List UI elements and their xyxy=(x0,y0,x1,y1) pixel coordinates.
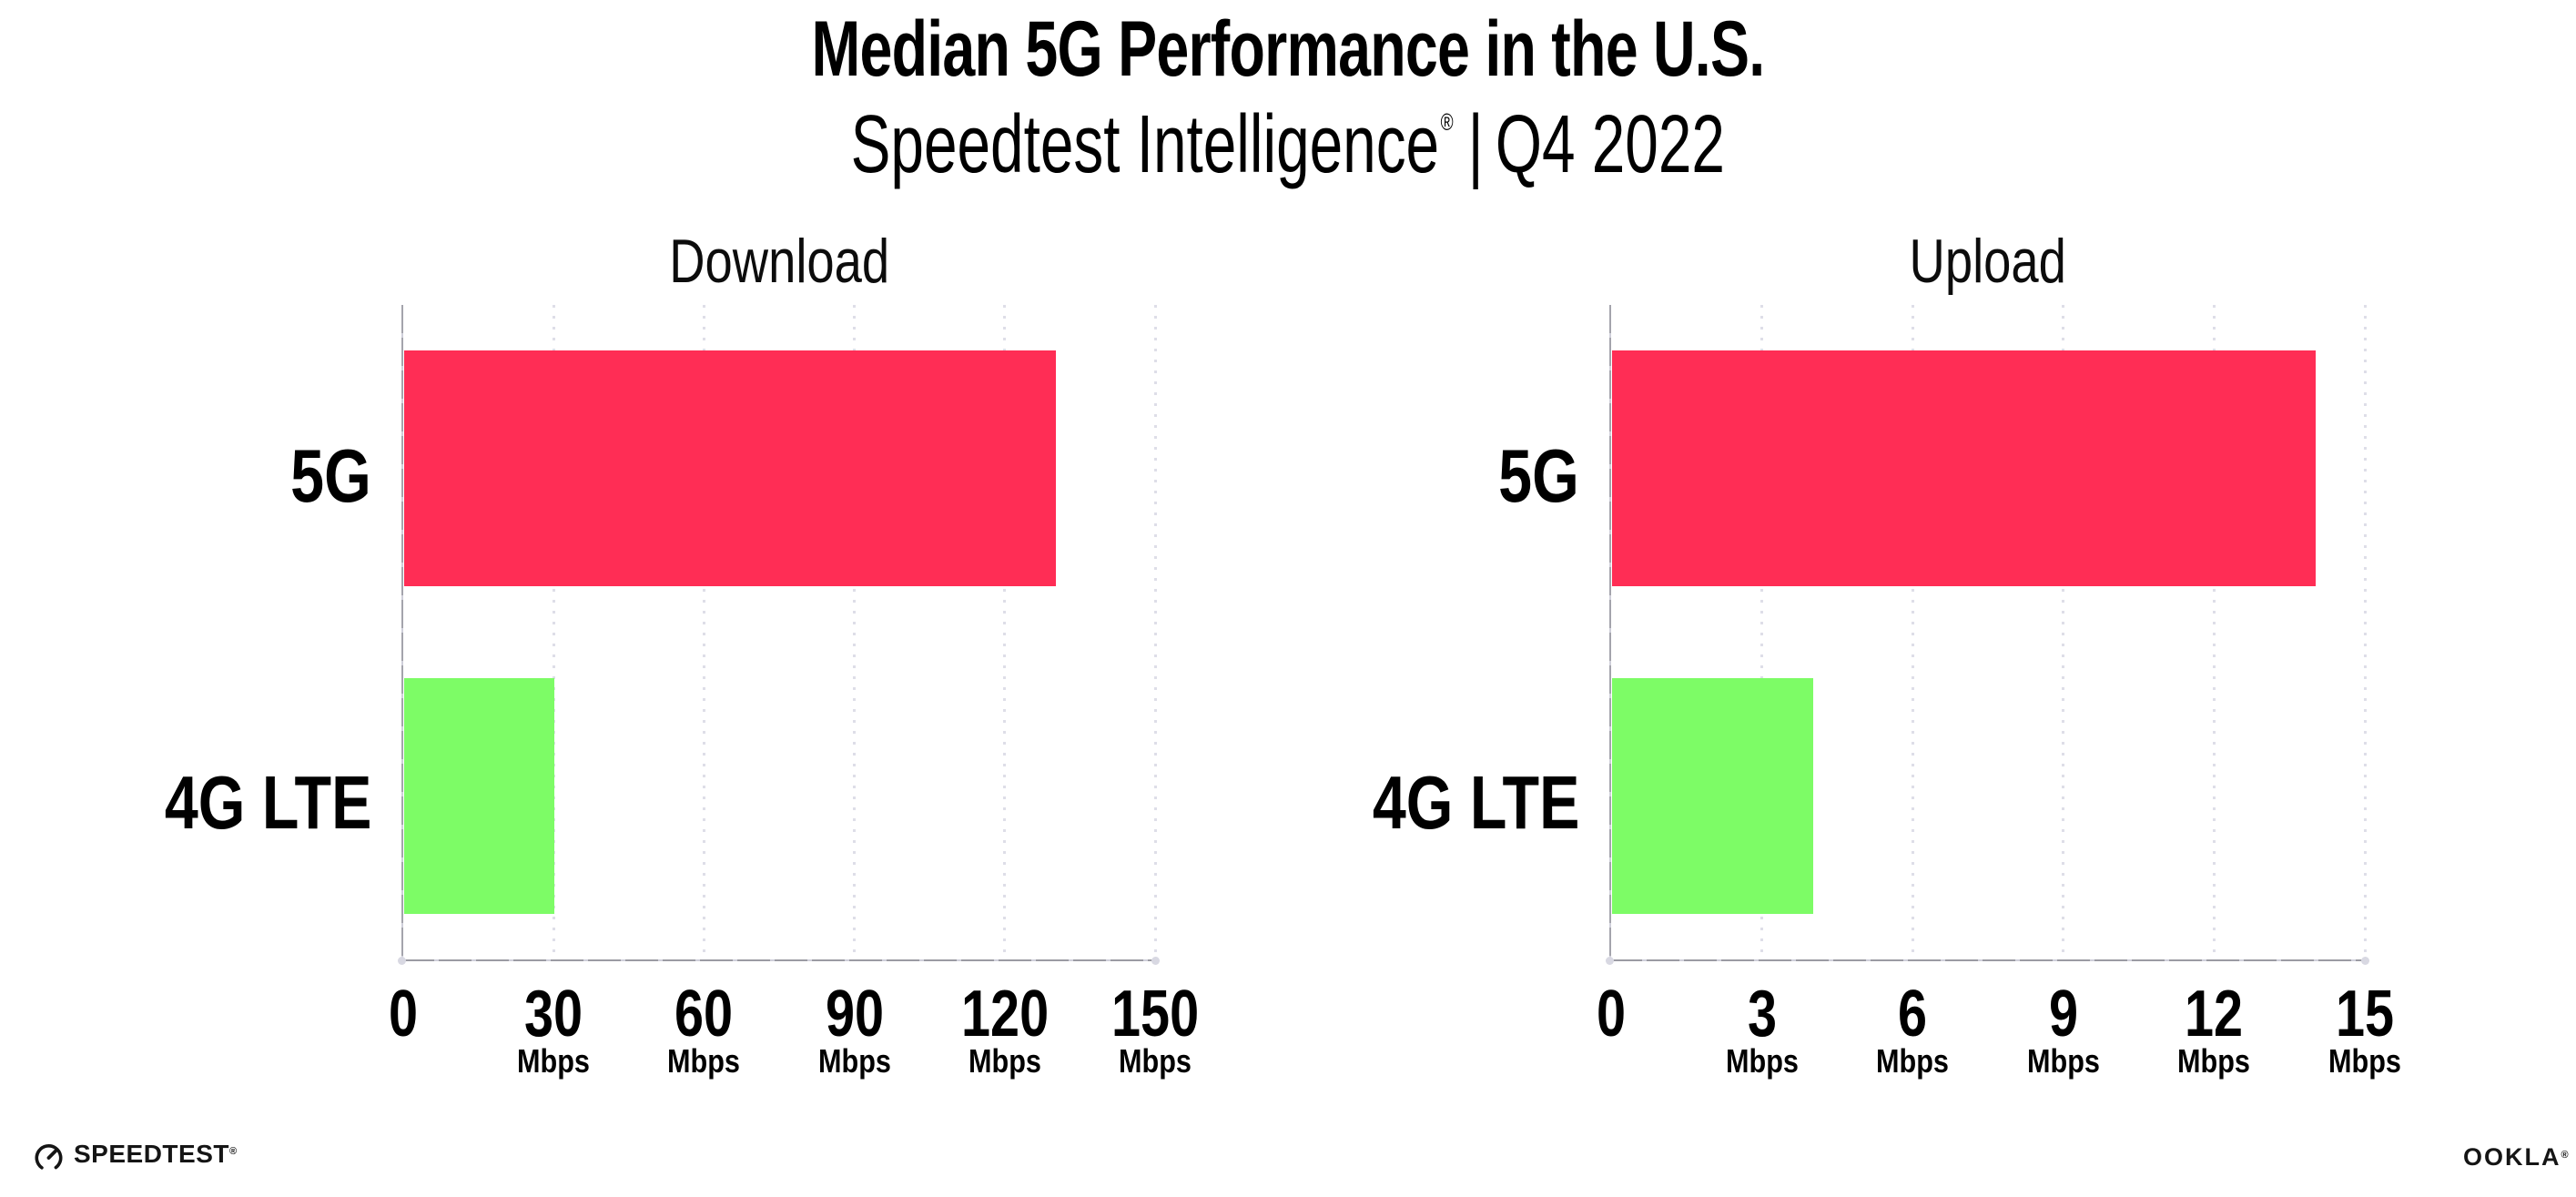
x-tick-unit: Mbps xyxy=(817,1042,891,1080)
gridline xyxy=(1911,305,1914,959)
bar-4g-lte xyxy=(404,677,555,914)
registered-trademark-icon: ® xyxy=(1440,108,1454,136)
y-axis-line xyxy=(1609,305,1611,961)
gridline xyxy=(702,305,705,959)
x-tick-label: 120 xyxy=(960,978,1049,1050)
category-label: 5G xyxy=(290,432,371,518)
bar-5g xyxy=(1612,350,2316,587)
x-tick-label: 60 xyxy=(674,978,734,1050)
bar-5g xyxy=(404,350,1056,587)
gridline xyxy=(2062,305,2065,959)
x-tick-label: 150 xyxy=(1111,978,1200,1050)
x-tick-label: 15 xyxy=(2335,978,2395,1050)
upload-plot-area: 0 3 Mbps 6 Mbps 9 Mbps 12 Mbps 15 Mbps 5G 4G LTE xyxy=(1372,305,2401,1078)
download-plot-area: 0 30 Mbps 60 Mbps 90 Mbps 120 Mbps 150 Mbps 5G 4G LT… xyxy=(164,305,1199,1078)
speedtest-logo: SPEEDTEST® xyxy=(32,1139,238,1175)
gridline xyxy=(552,305,555,959)
x-tick-label: 30 xyxy=(524,978,583,1050)
x-tick-label: 3 xyxy=(1747,978,1777,1050)
bar-4g-lte xyxy=(1612,677,1813,914)
x-tick-unit: Mbps xyxy=(1725,1042,1799,1080)
gridline xyxy=(2212,305,2216,959)
x-axis-line xyxy=(401,959,1155,961)
registered-trademark-icon: ® xyxy=(228,1146,238,1157)
y-axis-line xyxy=(401,305,403,961)
registered-trademark-icon: ® xyxy=(2561,1150,2569,1161)
download-chart-title: Download xyxy=(669,227,889,296)
ookla-logo-text: OOKLA xyxy=(2463,1143,2561,1171)
x-tick-unit: Mbps xyxy=(968,1042,1041,1080)
gridline xyxy=(1760,305,1764,959)
x-tick-unit: Mbps xyxy=(2328,1042,2401,1080)
x-tick-unit: Mbps xyxy=(667,1042,741,1080)
x-tick-label: 0 xyxy=(388,978,419,1050)
category-label: 4G LTE xyxy=(164,760,371,846)
gridline xyxy=(1003,305,1007,959)
x-tick-unit: Mbps xyxy=(517,1042,591,1080)
ookla-logo: OOKLA® xyxy=(2463,1143,2569,1176)
gridline xyxy=(853,305,857,959)
category-label: 5G xyxy=(1498,432,1579,518)
x-tick-label: 0 xyxy=(1596,978,1627,1050)
x-tick-label: 90 xyxy=(825,978,884,1050)
x-tick-unit: Mbps xyxy=(2026,1042,2100,1080)
gridline xyxy=(2363,305,2367,959)
x-tick-unit: Mbps xyxy=(1119,1042,1192,1080)
axis-end-dot xyxy=(1151,957,1160,965)
axis-end-dot xyxy=(2361,957,2369,965)
upload-chart-title: Upload xyxy=(1909,227,2067,296)
x-tick-label: 6 xyxy=(1898,978,1928,1050)
x-tick-unit: Mbps xyxy=(2177,1042,2251,1080)
speedtest-gauge-icon xyxy=(35,1143,63,1172)
gridline xyxy=(1153,305,1157,959)
subtitle-brand: Speedtest Intelligence xyxy=(850,99,1440,190)
x-tick-label: 9 xyxy=(2048,978,2078,1050)
subtitle-period: Q4 2022 xyxy=(1496,99,1726,190)
axis-corner-dot xyxy=(1606,957,1614,965)
page-title: Median 5G Performance in the U.S. xyxy=(0,10,2576,88)
x-axis-line xyxy=(1609,959,2365,961)
speedtest-logo-text: SPEEDTEST® xyxy=(74,1139,238,1175)
axis-corner-dot xyxy=(398,957,406,965)
page-title-text: Median 5G Performance in the U.S. xyxy=(811,5,1766,93)
subtitle-separator: | xyxy=(1467,99,1484,190)
category-label: 4G LTE xyxy=(1372,760,1579,846)
x-tick-unit: Mbps xyxy=(1876,1042,1950,1080)
page-subtitle: Speedtest Intelligence® | Q4 2022 xyxy=(0,102,2576,207)
x-tick-label: 12 xyxy=(2185,978,2244,1050)
